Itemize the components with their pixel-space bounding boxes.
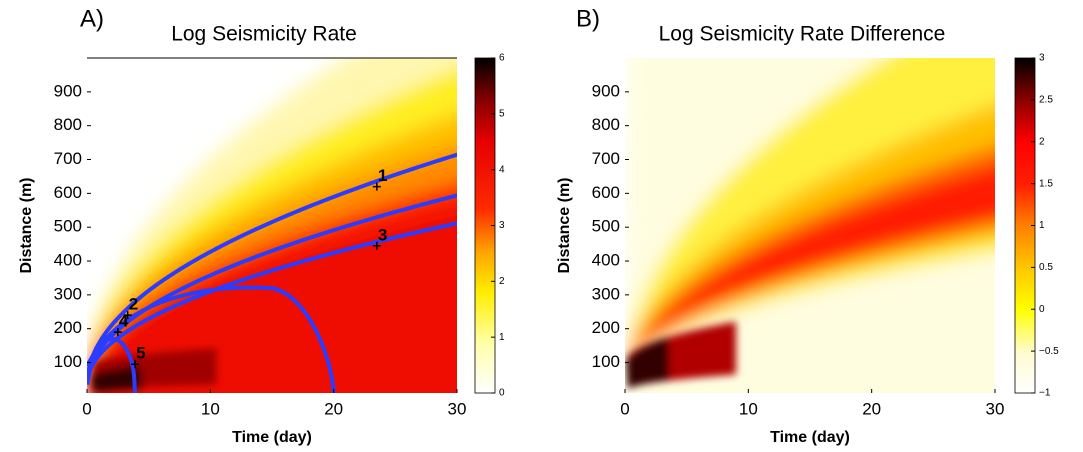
heatmap <box>87 58 457 393</box>
y-tick-label: 200 <box>592 318 620 337</box>
cb-tick-label: 6 <box>499 53 505 64</box>
x-axis-label: Time (day) <box>770 429 850 446</box>
contour-line <box>87 221 457 385</box>
x-tick-label: 10 <box>201 399 220 418</box>
point-label: 5 <box>136 344 145 363</box>
cb-tick-label: 5 <box>499 108 505 119</box>
cb-tick-label: 3 <box>499 220 505 231</box>
heatmap-core <box>626 321 736 389</box>
contour-line <box>87 152 457 385</box>
y-tick-label: 100 <box>54 352 82 371</box>
x-tick-label: 10 <box>739 399 758 418</box>
x-axis-label: Time (day) <box>232 429 312 446</box>
panel-label: B) <box>576 5 600 32</box>
x-tick-label: 0 <box>82 399 91 418</box>
panel-label: A) <box>80 5 104 32</box>
y-axis-label: Distance (m) <box>18 177 35 273</box>
heat-core <box>626 337 670 389</box>
heat-band <box>625 164 995 383</box>
point-label: 3 <box>378 225 387 244</box>
cb-tick-label: −1 <box>1039 388 1051 399</box>
x-tick-label: 20 <box>324 399 343 418</box>
y-tick-label: 300 <box>54 284 82 303</box>
point-label: 2 <box>129 295 138 314</box>
point-label: 4 <box>119 312 129 331</box>
y-tick-label: 800 <box>54 115 82 134</box>
heat-band <box>87 206 457 393</box>
y-tick-label: 100 <box>592 352 620 371</box>
y-tick-label: 600 <box>54 183 82 202</box>
point-marker <box>123 311 132 320</box>
y-tick-label: 900 <box>592 81 620 100</box>
cb-tick-label: 2 <box>1039 136 1045 147</box>
cb-tick-label: 0 <box>499 388 505 399</box>
x-tick-label: 30 <box>986 399 1005 418</box>
cb-tick-label: −0.5 <box>1039 346 1059 357</box>
cb-tick-label: 0 <box>1039 304 1045 315</box>
contours <box>87 152 457 393</box>
heat-core <box>90 365 143 393</box>
cb-tick-label: 1 <box>1039 220 1045 231</box>
contour-line <box>87 285 336 393</box>
y-tick-label: 700 <box>54 149 82 168</box>
x-tick-label: 0 <box>620 399 629 418</box>
y-tick-label: 400 <box>592 251 620 270</box>
point-marker <box>131 360 140 369</box>
cb-tick-label: 1.5 <box>1039 178 1053 189</box>
y-tick-label: 800 <box>592 115 620 134</box>
cb-tick-label: 4 <box>499 164 505 175</box>
y-tick-label: 600 <box>592 183 620 202</box>
y-tick-label: 500 <box>592 217 620 236</box>
cb-tick-label: 1 <box>499 332 505 343</box>
cb-tick-label: 2.5 <box>1039 95 1053 106</box>
contour-line <box>87 337 137 393</box>
point-label: 1 <box>378 166 387 185</box>
heatmap-core <box>90 348 217 393</box>
chart-title: Log Seismicity Rate <box>171 23 357 46</box>
y-axis-label: Distance (m) <box>556 177 573 273</box>
cb-tick-label: 2 <box>499 276 505 287</box>
chart-title: Log Seismicity Rate Difference <box>659 23 946 46</box>
y-tick-label: 400 <box>54 251 82 270</box>
point-marker <box>113 328 122 337</box>
y-tick-label: 900 <box>54 81 82 100</box>
y-tick-label: 200 <box>54 318 82 337</box>
y-tick-label: 500 <box>54 217 82 236</box>
heatmap-layers <box>625 58 995 393</box>
heatmap <box>625 58 995 393</box>
point-marker <box>372 182 381 191</box>
y-tick-label: 700 <box>592 149 620 168</box>
y-tick-label: 300 <box>592 284 620 303</box>
x-tick-label: 30 <box>448 399 467 418</box>
cb-tick-label: 3 <box>1039 53 1045 64</box>
x-tick-label: 20 <box>862 399 881 418</box>
point-marker <box>372 241 381 250</box>
cb-tick-label: 0.5 <box>1039 262 1053 273</box>
